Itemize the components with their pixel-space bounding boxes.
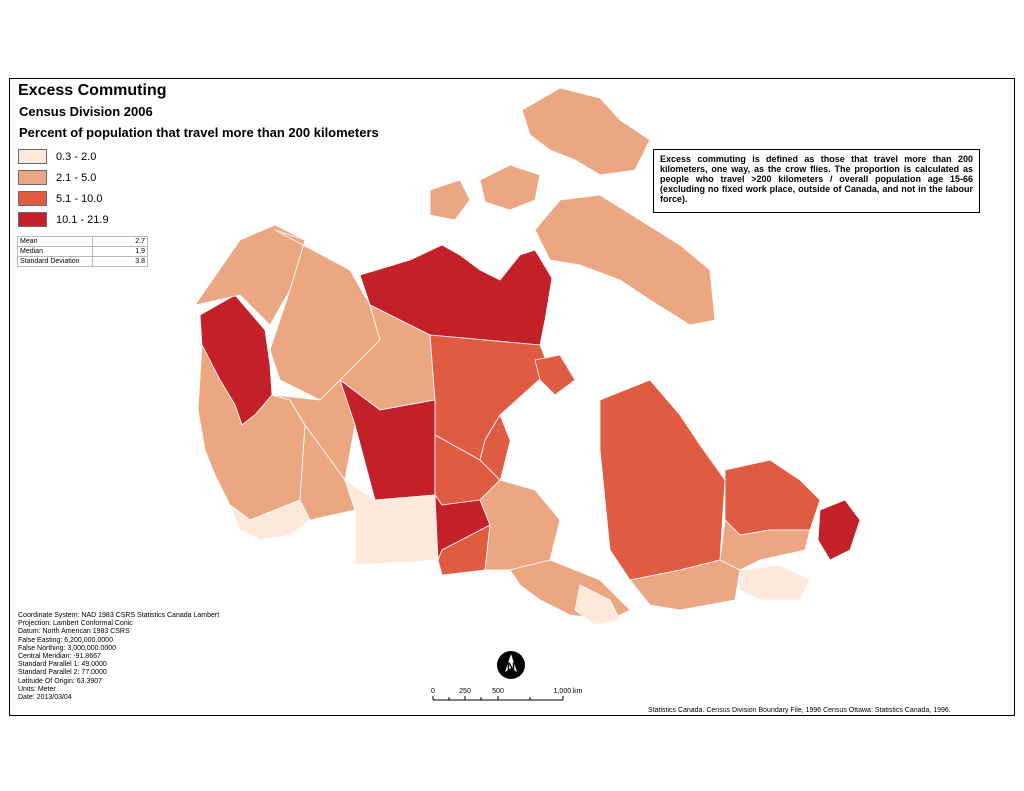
metadata-line: False Easting: 6,200,000.0000: [18, 636, 113, 644]
region-southern-ontario: [574, 584, 621, 625]
legend-label: 5.1 - 10.0: [56, 192, 103, 205]
metadata-line: Coordinate System: NAD 1983 CSRS Statist…: [18, 612, 220, 619]
region-arctic-islands: [479, 164, 541, 211]
metadata-line: Date: 2013/03/04: [18, 694, 72, 702]
scale-label: 1,000 km: [554, 688, 583, 695]
hudson-bay: [500, 400, 600, 520]
region-maritimes: [739, 564, 811, 601]
legend-item: 5.1 - 10.0: [18, 188, 109, 209]
north-arrow-icon: N: [497, 651, 525, 679]
region-quebec-north: [599, 379, 726, 581]
region-labrador: [724, 459, 821, 536]
stats-label: Median: [17, 246, 93, 257]
legend-item: 2.1 - 5.0: [18, 167, 109, 188]
legend-title: Percent of population that travel more t…: [19, 125, 379, 140]
metadata-line: False Northing: 3,000,000.0000: [18, 644, 117, 652]
region-arctic-north: [521, 87, 651, 176]
definition-note: Excess commuting is defined as those tha…: [653, 149, 980, 213]
stats-label: Standard Deviation: [17, 256, 93, 267]
metadata-line: Units: Meter: [18, 685, 56, 693]
stats-table: Mean 2.7 Median 1.9 Standard Deviation 3…: [17, 236, 148, 267]
region-quebec-south: [629, 559, 741, 611]
region-alberta-south: [299, 424, 356, 521]
metadata-line: Standard Parallel 1: 49.0000: [18, 661, 107, 669]
metadata-line: Projection: Lambert Conformal Conic: [18, 620, 133, 628]
region-quebec-east: [719, 519, 811, 571]
legend-label: 2.1 - 5.0: [56, 171, 97, 184]
metadata-line: Standard Parallel 2: 77.0000: [18, 669, 107, 677]
scale-label: 0: [431, 688, 435, 695]
legend-item: 10.1 - 21.9: [18, 209, 109, 230]
legend-label: 10.1 - 21.9: [56, 213, 109, 226]
legend: 0.3 - 2.0 2.1 - 5.0 5.1 - 10.0 10.1 - 21…: [18, 146, 109, 230]
scale-label: 250: [459, 688, 471, 695]
source-credit: Statistics Canada. Census Division Bound…: [648, 707, 951, 714]
canada-map: [194, 87, 861, 625]
legend-item: 0.3 - 2.0: [18, 146, 109, 167]
legend-swatch: [18, 170, 47, 185]
region-arctic-east: [429, 179, 471, 221]
scale-bar: 0 250 500 1,000 km: [431, 688, 583, 701]
region-southampton: [534, 354, 576, 396]
map-title: Excess Commuting: [18, 82, 167, 99]
metadata-line: Datum: North American 1983 CSRS: [18, 628, 130, 636]
map-frame: [9, 78, 1015, 716]
legend-swatch: [18, 149, 47, 164]
legend-label: 0.3 - 2.0: [56, 150, 97, 163]
stats-row: Median 1.9: [17, 246, 148, 257]
region-newfoundland: [817, 499, 861, 561]
stats-value: 1.9: [92, 246, 148, 257]
scale-label: 500: [492, 688, 504, 695]
map-subtitle: Census Division 2006: [19, 104, 153, 119]
stats-value: 2.7: [92, 236, 148, 247]
metadata-line: Central Meridian: -91.8667: [18, 653, 101, 661]
legend-swatch: [18, 191, 47, 206]
projection-metadata: Coordinate System: NAD 1983 CSRS Statist…: [18, 612, 219, 702]
north-label: N: [507, 661, 515, 673]
metadata-line: Latitude Of Origin: 63.3907: [18, 677, 103, 685]
region-alberta-north: [271, 379, 356, 481]
legend-swatch: [18, 212, 47, 227]
stats-label: Mean: [17, 236, 93, 247]
region-baffin: [534, 194, 716, 326]
stats-row: Mean 2.7: [17, 236, 148, 247]
stats-value: 3.8: [92, 256, 148, 267]
stats-row: Standard Deviation 3.8: [17, 256, 148, 267]
